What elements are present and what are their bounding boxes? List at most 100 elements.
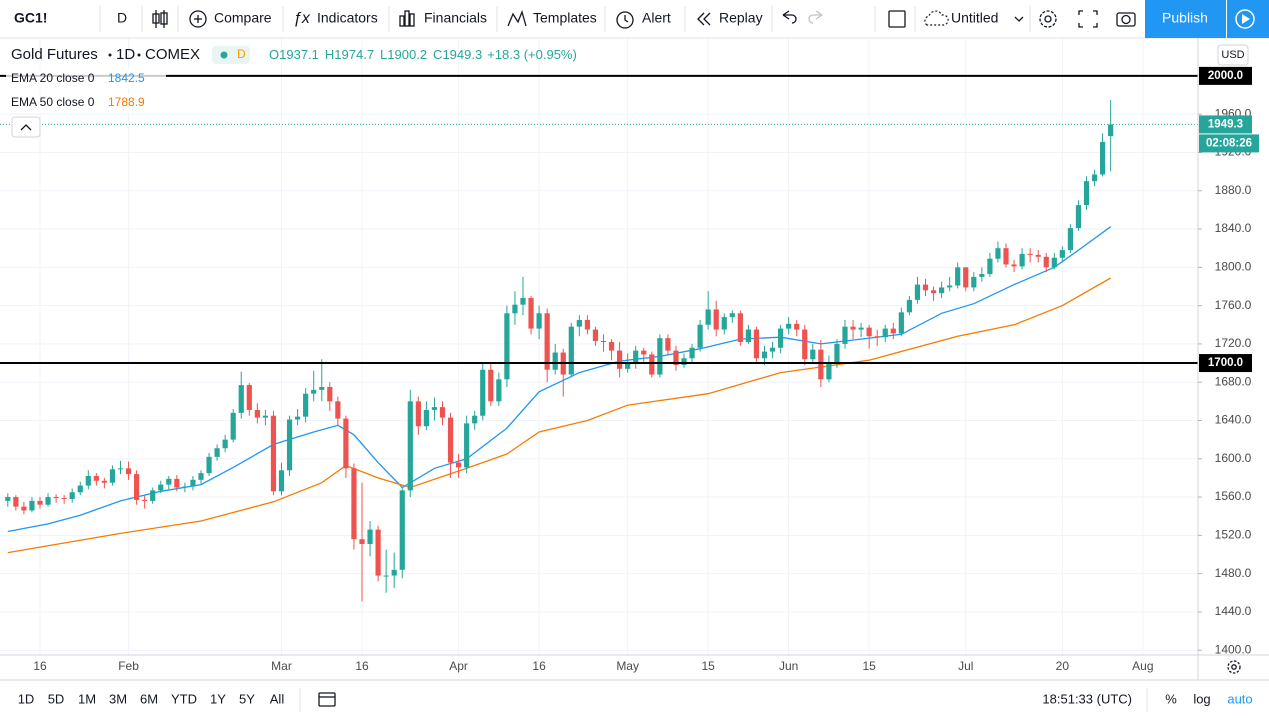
legend-bg	[6, 69, 166, 89]
candle-body	[520, 297, 526, 305]
settings-button[interactable]	[1039, 10, 1057, 28]
candle-body	[142, 499, 148, 501]
symbol[interactable]: GC1!	[14, 10, 47, 26]
redo-button[interactable]	[808, 10, 823, 24]
axis-settings-button[interactable]	[1227, 660, 1241, 674]
candle-body	[584, 319, 590, 330]
publish-button[interactable]	[1145, 0, 1226, 38]
status-badge-text: D	[237, 47, 246, 61]
publish-label[interactable]: Publish	[1162, 10, 1208, 26]
timeframe-button[interactable]: 6M	[140, 691, 158, 706]
ema-line	[7, 226, 1112, 533]
x-tick-label: Jun	[779, 659, 798, 673]
y-tick-label: 1440.0	[1215, 604, 1252, 618]
alert-button[interactable]: Alert	[642, 10, 671, 26]
screenshot-button[interactable]	[1116, 12, 1136, 27]
candle-body	[882, 328, 888, 338]
candle-body	[85, 476, 91, 486]
compare-button[interactable]: Compare	[214, 10, 272, 26]
replay-button[interactable]: Replay	[719, 10, 763, 26]
currency-box[interactable]	[1217, 44, 1249, 66]
ohlc-key: L	[380, 47, 387, 62]
fullscreen-button[interactable]	[1078, 10, 1098, 28]
indicators-button[interactable]: Indicators	[317, 10, 378, 26]
candle-body	[890, 328, 896, 334]
layout-menu-arrow[interactable]	[1014, 16, 1024, 22]
candle-body	[45, 497, 51, 505]
y-tick-label: 1560.0	[1215, 489, 1252, 503]
candle-body	[552, 352, 558, 370]
clock[interactable]: 18:51:33 (UTC)	[1042, 691, 1132, 706]
timeframe-button[interactable]: 3M	[109, 691, 127, 706]
candle-body	[415, 401, 421, 427]
interval-button[interactable]: D	[117, 10, 127, 26]
percent-toggle[interactable]: %	[1165, 691, 1177, 706]
timeframe-button[interactable]: 1M	[78, 691, 96, 706]
chart-title: Gold Futures	[11, 46, 98, 63]
x-tick-label: 16	[355, 659, 369, 673]
x-tick-label: 20	[1056, 659, 1070, 673]
candle-body	[681, 358, 687, 365]
candle-body	[536, 313, 542, 329]
candle-body	[1100, 141, 1106, 175]
candle-body	[769, 347, 776, 352]
countdown: 02:08:26	[1206, 137, 1252, 149]
candle-body	[995, 248, 1001, 259]
candle-body	[1108, 124, 1114, 137]
x-tick-label: Feb	[118, 659, 139, 673]
timeframe-button[interactable]: 1D	[18, 691, 35, 706]
price-pill	[1199, 115, 1252, 134]
x-tick-label: Aug	[1132, 659, 1153, 673]
templates-button[interactable]: Templates	[533, 10, 597, 26]
candle-body	[198, 473, 204, 480]
candle-body	[665, 338, 671, 351]
candle-body	[351, 468, 357, 540]
candle-body	[898, 312, 904, 334]
financials-button[interactable]: Financials	[424, 10, 487, 26]
y-tick-label: 1800.0	[1215, 260, 1252, 274]
layout-button[interactable]	[888, 10, 906, 28]
candle-body	[93, 476, 99, 481]
candle-body	[729, 313, 735, 318]
price-pill	[1199, 134, 1259, 153]
candle-body	[278, 470, 285, 492]
candle-body	[447, 417, 454, 463]
y-tick-label: 1600.0	[1215, 451, 1252, 465]
timeframe-button[interactable]: 1Y	[210, 691, 226, 706]
ohlc-key: O	[269, 47, 279, 62]
candle-body	[673, 350, 679, 365]
timeframe-button[interactable]: All	[270, 691, 285, 706]
log-toggle[interactable]: log	[1193, 691, 1210, 706]
timeframe-button[interactable]: YTD	[171, 691, 197, 706]
timeframe-button[interactable]: 5Y	[239, 691, 255, 706]
candle-body	[101, 480, 107, 483]
undo-button[interactable]	[782, 10, 797, 24]
candle-body	[29, 500, 35, 511]
candle-body	[866, 327, 872, 337]
layout-name[interactable]: Untitled	[951, 10, 998, 26]
candle-body	[979, 274, 985, 277]
ohlc-legend: O1937.1 H1974.7 L1900.2 C1949.3 +18.3 (+0.95…	[269, 47, 577, 62]
chart-type-button[interactable]	[152, 10, 168, 28]
candle-body	[794, 323, 800, 330]
grid	[0, 38, 1198, 655]
candle-body	[858, 327, 864, 330]
candle-body	[375, 529, 381, 576]
candle-body	[37, 500, 43, 505]
ohlc-key: C	[433, 47, 442, 62]
candle-body	[617, 350, 623, 369]
candle-body	[737, 313, 743, 342]
candle-body	[1067, 228, 1073, 251]
x-tick-label: 16	[532, 659, 546, 673]
auto-toggle[interactable]: auto	[1227, 691, 1252, 706]
candle-body	[61, 498, 67, 500]
goto-date-button[interactable]	[318, 692, 336, 707]
candle-body	[230, 412, 236, 440]
timeframe-button[interactable]: 5D	[48, 691, 65, 706]
ohlc-value: 1974.7	[334, 47, 374, 62]
candle-body	[1035, 254, 1041, 257]
candle-body	[544, 313, 550, 370]
candle-body	[810, 349, 816, 360]
change: +18.3 (+0.95%)	[487, 47, 577, 62]
collapse-legend-button[interactable]	[11, 116, 41, 138]
